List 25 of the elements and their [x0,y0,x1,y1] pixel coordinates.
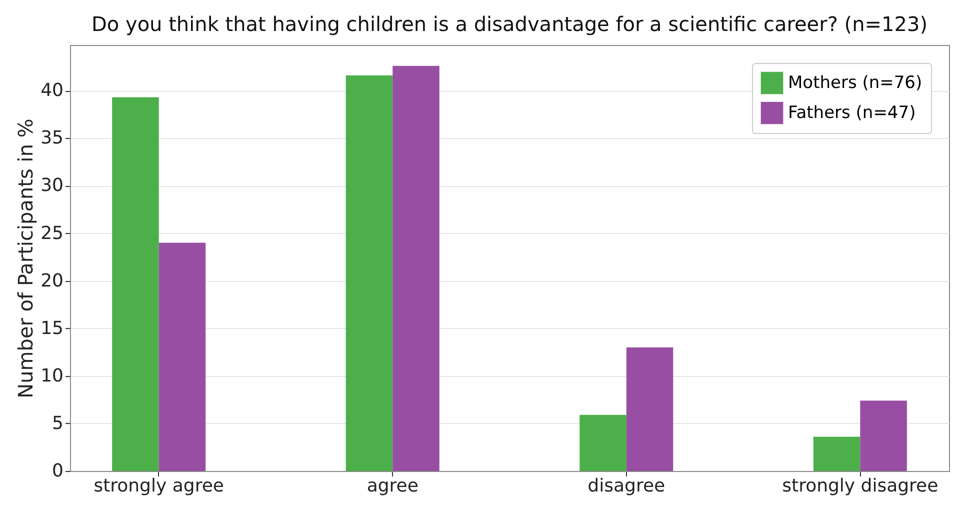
x-tick-label: strongly agree [94,476,224,496]
x-tick-label: agree [366,476,418,496]
y-tick-label: 15 [40,318,64,339]
legend-label: Fathers (n=47) [788,103,916,123]
bar [580,414,626,471]
bar [158,242,206,471]
y-tick-label: 25 [40,222,64,244]
bar [112,97,159,471]
bar [813,436,860,471]
bar [626,347,674,471]
y-tick-label: 10 [40,365,64,386]
y-tick-label: 5 [52,412,64,434]
bar [860,400,907,471]
y-tick-label: 40 [40,80,64,102]
bar [392,66,440,471]
y-tick-label: 20 [40,270,64,292]
chart-title: Do you think that having children is a disadvantage for a scientific career? (n=123) [91,12,928,36]
bar [346,75,393,471]
y-tick-label: 30 [40,175,64,196]
x-tick-label: strongly disagree [782,476,938,496]
y-tick-label: 35 [40,128,64,149]
y-tick-label: 0 [52,460,64,482]
x-tick-label: disagree [588,476,666,496]
y-axis-title: Number of Participants in % [14,118,38,398]
legend-label: Mothers (n=76) [788,73,922,93]
